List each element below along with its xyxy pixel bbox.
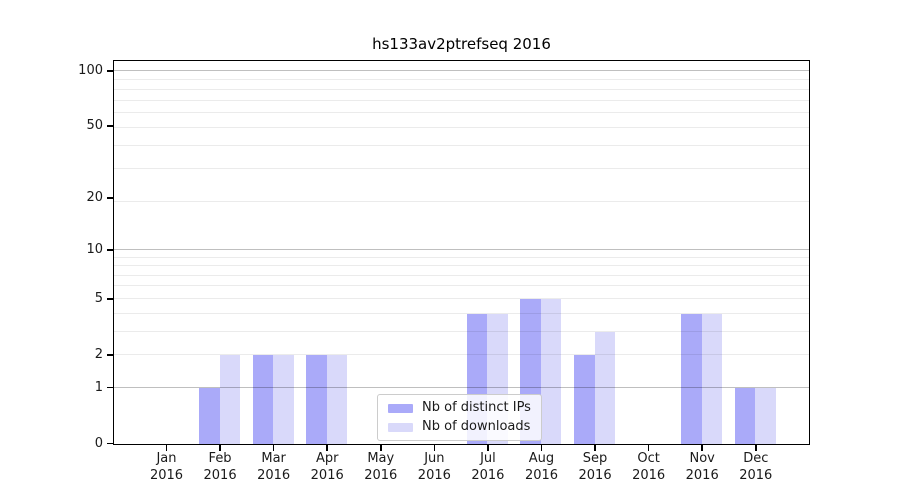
minor-gridline: [114, 256, 809, 258]
x-tick-mark: [540, 445, 543, 451]
minor-gridline: [114, 330, 809, 332]
x-tick-mark: [755, 445, 757, 451]
x-tick-label-sep: Sep 2016: [578, 451, 612, 483]
y-tick-label: 1: [94, 379, 103, 395]
x-tick-label-nov: Nov 2016: [685, 451, 719, 483]
bar-downloads-aug: [540, 299, 562, 444]
minor-gridline: [114, 112, 809, 114]
x-tick-mark: [487, 445, 489, 451]
x-tick-mark: [647, 445, 650, 451]
bar-distinct-ips-feb: [199, 388, 220, 444]
y-tick-mark: [107, 249, 113, 251]
minor-gridline: [114, 200, 809, 202]
legend-item-downloads: Nb of downloads: [388, 420, 531, 434]
y-tick-label: 20: [86, 189, 103, 205]
minor-gridline: [114, 265, 809, 267]
x-tick-label-oct: Oct 2016: [632, 451, 666, 483]
x-tick-mark: [326, 445, 328, 451]
minor-gridline: [114, 312, 809, 314]
legend-item-distinct-ips: Nb of distinct IPs: [388, 401, 531, 415]
x-tick-label-feb: Feb 2016: [203, 451, 237, 483]
y-tick-mark: [107, 70, 113, 72]
y-tick-mark: [107, 197, 113, 199]
bar-distinct-ips-sep: [574, 355, 595, 444]
downloads-swatch-icon: [388, 422, 413, 432]
y-tick-label: 100: [78, 62, 103, 78]
legend-label: Nb of downloads: [422, 419, 531, 434]
bar-distinct-ips-dec: [734, 388, 756, 444]
bar-downloads-sep: [594, 332, 616, 444]
y-tick-mark: [107, 442, 113, 445]
plot-area: [113, 60, 810, 445]
legend-label: Nb of distinct IPs: [422, 400, 531, 415]
y-tick-label: 0: [94, 435, 103, 451]
y-tick-mark: [107, 354, 113, 356]
x-tick-mark: [165, 445, 168, 451]
y-tick-label: 10: [86, 241, 103, 257]
bar-downloads-mar: [273, 355, 294, 444]
x-tick-mark: [380, 445, 382, 451]
x-tick-label-aug: Aug 2016: [524, 451, 559, 483]
minor-gridline: [114, 88, 809, 90]
x-tick-label-jan: Jan 2016: [149, 451, 184, 483]
x-tick-label-apr: Apr 2016: [310, 451, 344, 483]
y-tick-mark: [107, 386, 113, 389]
x-tick-mark: [701, 445, 703, 451]
x-tick-mark: [272, 445, 275, 451]
bar-downloads-nov: [701, 314, 723, 444]
minor-gridline: [114, 144, 809, 146]
y-tick-mark: [107, 298, 113, 300]
bar-downloads-dec: [755, 388, 776, 444]
major-gridline: [114, 248, 809, 250]
minor-gridline: [114, 126, 809, 128]
x-tick-label-may: May 2016: [364, 451, 398, 483]
minor-gridline: [114, 285, 809, 287]
x-tick-label-mar: Mar 2016: [257, 451, 291, 483]
y-tick-label: 2: [94, 346, 103, 362]
distinct-ips-swatch-icon: [388, 403, 413, 413]
minor-gridline: [114, 353, 809, 355]
y-tick-label: 50: [86, 118, 103, 134]
x-tick-mark: [594, 445, 596, 451]
y-tick-mark: [107, 125, 113, 127]
bar-distinct-ips-apr: [306, 355, 327, 444]
minor-gridline: [114, 99, 809, 101]
minor-gridline: [114, 297, 809, 299]
bar-downloads-apr: [326, 355, 348, 444]
minor-gridline: [114, 167, 809, 169]
minor-gridline: [114, 79, 809, 81]
bar-distinct-ips-mar: [252, 355, 274, 444]
x-tick-mark: [433, 445, 436, 451]
chart-title: hs133av2ptrefseq 2016: [372, 35, 551, 53]
legend: Nb of distinct IPs Nb of downloads: [377, 394, 542, 441]
y-tick-label: 5: [94, 290, 103, 306]
x-tick-mark: [219, 445, 221, 451]
x-tick-label-jul: Jul 2016: [471, 451, 505, 483]
bar-downloads-feb: [219, 355, 241, 444]
x-tick-label-dec: Dec 2016: [739, 451, 773, 483]
major-gridline: [114, 386, 809, 388]
bar-distinct-ips-nov: [681, 314, 702, 444]
minor-gridline: [114, 274, 809, 276]
major-gridline: [114, 69, 809, 71]
x-tick-label-jun: Jun 2016: [417, 451, 451, 483]
